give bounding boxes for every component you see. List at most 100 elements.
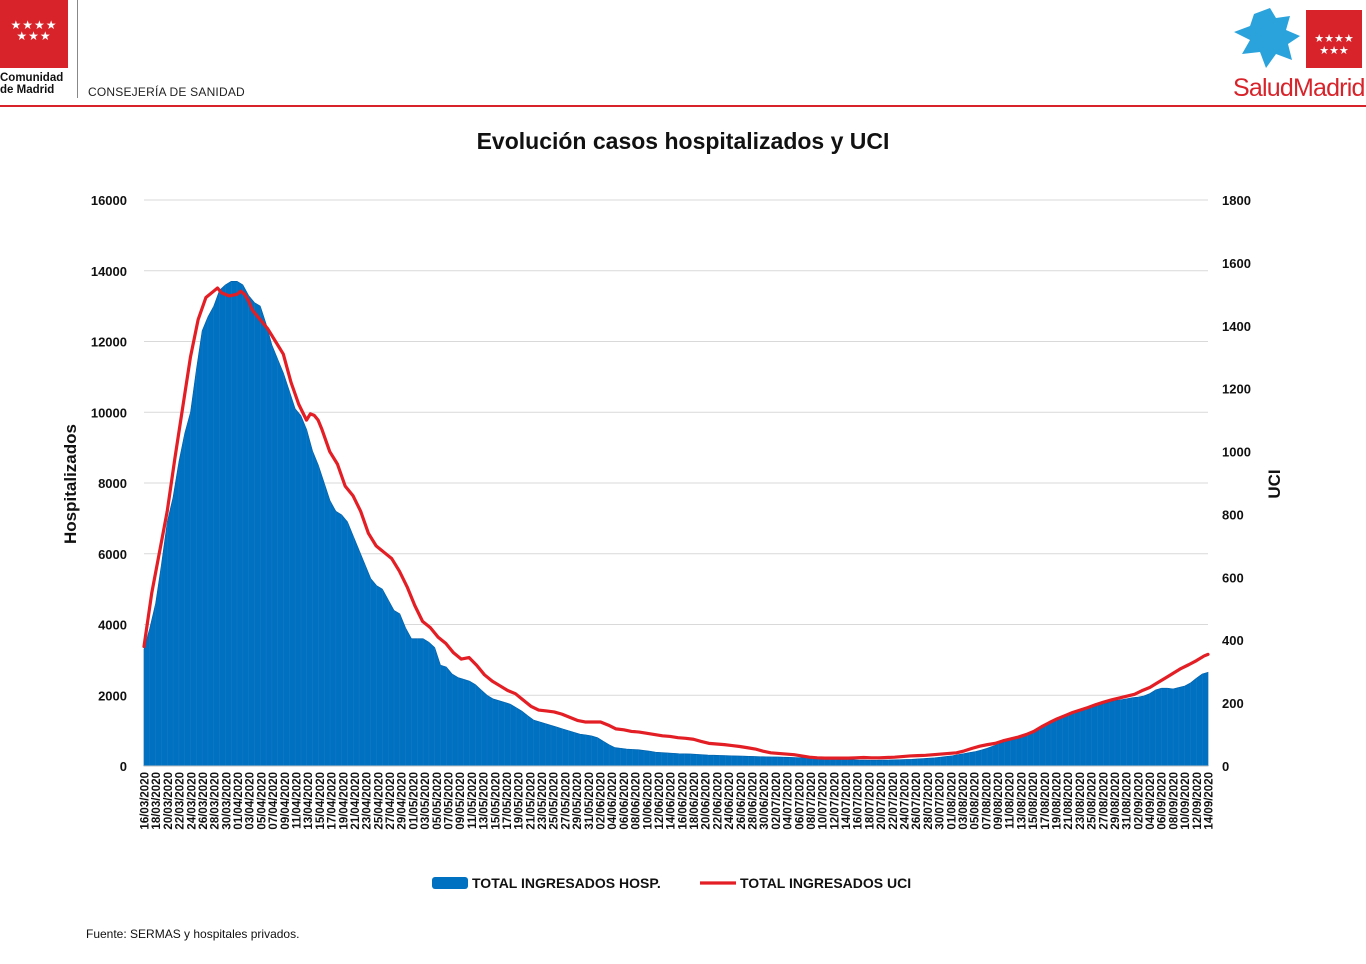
x-tick-label: 27/08/2020 (1098, 772, 1110, 830)
x-tick-label: 08/07/2020 (806, 772, 818, 830)
x-tick-label: 10/06/2020 (642, 772, 654, 830)
x-tick-label: 20/03/2020 (163, 772, 175, 830)
x-tick-label: 06/06/2020 (619, 772, 631, 830)
y2-tick-label: 400 (1222, 633, 1244, 648)
legend-label-hosp: TOTAL INGRESADOS HOSP. (472, 875, 661, 891)
y-tick-label: 16000 (91, 193, 127, 208)
y-tick-label: 4000 (98, 618, 127, 633)
department-name: CONSEJERÍA DE SANIDAD (88, 85, 245, 99)
x-tick-label: 11/04/2020 (292, 772, 304, 829)
x-tick-label: 15/05/2020 (490, 772, 502, 830)
chart-legend: TOTAL INGRESADOS HOSP. TOTAL INGRESADOS U… (432, 875, 911, 891)
x-tick-label: 29/05/2020 (572, 772, 584, 830)
org-name: Comunidad de Madrid (0, 72, 63, 96)
x-tick-label: 11/05/2020 (467, 772, 479, 829)
page-header: ★★★★ ★★★ Comunidad de Madrid CONSEJERÍA … (0, 0, 1366, 110)
x-tick-label: 21/05/2020 (525, 772, 537, 830)
x-tick-label: 14/09/2020 (1204, 772, 1216, 830)
header-divider (77, 0, 78, 98)
y-tick-label: 6000 (98, 547, 127, 562)
x-tick-label: 27/04/2020 (385, 772, 397, 830)
y-axis-left-label: Hospitalizados (61, 424, 80, 544)
org-name-line2: de Madrid (0, 84, 55, 96)
x-tick-label: 07/04/2020 (268, 772, 280, 830)
org-name-line1: Comunidad (0, 72, 64, 84)
x-tick-label: 24/06/2020 (724, 772, 736, 830)
x-tick-label: 01/04/2020 (233, 772, 245, 830)
x-tick-label: 03/05/2020 (420, 772, 432, 830)
x-tick-label: 27/05/2020 (560, 772, 572, 830)
x-tick-label: 23/08/2020 (1075, 772, 1087, 830)
x-tick-label: 28/07/2020 (923, 772, 935, 830)
x-tick-label: 02/09/2020 (1133, 772, 1145, 830)
svg-text:★★★: ★★★ (1319, 44, 1349, 57)
x-tick-label: 20/06/2020 (701, 772, 713, 830)
x-tick-label: 02/06/2020 (596, 772, 608, 830)
y2-tick-label: 1200 (1222, 382, 1251, 397)
brand-part2: Madrid (1292, 74, 1365, 102)
x-tick-label: 19/04/2020 (338, 772, 350, 830)
y-tick-label: 2000 (98, 688, 127, 703)
x-tick-label: 08/09/2020 (1168, 772, 1180, 830)
x-tick-label: 19/08/2020 (1052, 772, 1064, 830)
chart-title: Evolución casos hospitalizados y UCI (476, 128, 890, 154)
flag-stars: ★★★★ ★★★ (10, 18, 58, 43)
x-tick-label: 28/03/2020 (210, 772, 222, 830)
x-tick-label: 09/05/2020 (455, 772, 467, 830)
x-tick-label: 18/03/2020 (151, 772, 163, 830)
x-tick-label: 12/06/2020 (654, 772, 666, 830)
y2-tick-label: 200 (1222, 696, 1244, 711)
x-tick-label: 17/05/2020 (502, 772, 514, 830)
y2-tick-label: 1000 (1222, 445, 1251, 460)
x-tick-label: 17/08/2020 (1040, 772, 1052, 830)
x-tick-label: 30/06/2020 (759, 772, 771, 830)
x-tick-label: 25/08/2020 (1087, 772, 1099, 830)
x-tick-label: 04/07/2020 (783, 772, 795, 830)
y2-tick-label: 600 (1222, 570, 1244, 585)
x-tick-label: 19/05/2020 (514, 772, 526, 830)
brand-part1: Salud (1233, 74, 1294, 102)
x-tick-label: 21/08/2020 (1063, 772, 1075, 830)
hosp-area-layer (143, 281, 1209, 767)
x-tick-label: 06/09/2020 (1157, 772, 1169, 830)
y-tick-label: 14000 (91, 264, 127, 279)
x-tick-label: 02/07/2020 (771, 772, 783, 830)
x-tick-label: 17/04/2020 (327, 772, 339, 830)
x-tick-label: 18/06/2020 (689, 772, 701, 830)
x-tick-label: 25/05/2020 (549, 772, 561, 830)
x-tick-label: 30/03/2020 (221, 772, 233, 830)
x-tick-label: 21/04/2020 (350, 772, 362, 830)
y2-tick-label: 0 (1222, 759, 1229, 774)
x-tick-label: 03/08/2020 (958, 772, 970, 830)
y-axis-right-label: UCI (1265, 469, 1284, 498)
y-axis-left-ticks: 0 2000 4000 6000 8000 10000 12000 14000 16000 (91, 193, 127, 774)
legend-label-uci: TOTAL INGRESADOS UCI (740, 875, 911, 891)
x-tick-label: 05/05/2020 (432, 772, 444, 830)
x-tick-label: 31/08/2020 (1122, 772, 1134, 830)
uci-line (142, 286, 1210, 760)
x-tick-label: 09/04/2020 (280, 772, 292, 830)
hosp-area (143, 281, 1209, 767)
x-tick-label: 10/07/2020 (818, 772, 830, 830)
x-tick-label: 03/04/2020 (245, 772, 257, 830)
x-tick-label: 26/07/2020 (911, 772, 923, 830)
svg-text:★★★★: ★★★★ (1314, 32, 1354, 45)
x-tick-label: 30/07/2020 (935, 772, 947, 830)
x-tick-label: 07/05/2020 (444, 772, 456, 830)
x-tick-label: 13/08/2020 (1016, 772, 1028, 830)
x-tick-label: 15/04/2020 (315, 772, 327, 830)
x-tick-label: 25/04/2020 (373, 772, 385, 830)
x-tick-label: 26/06/2020 (736, 772, 748, 830)
x-tick-label: 23/05/2020 (537, 772, 549, 830)
y2-tick-label: 1400 (1222, 319, 1251, 334)
legend-swatch-hosp (432, 877, 468, 889)
x-tick-label: 28/06/2020 (748, 772, 760, 830)
x-tick-label: 29/04/2020 (397, 772, 409, 830)
uci-line-layer (142, 286, 1210, 760)
x-tick-label: 04/06/2020 (607, 772, 619, 830)
x-tick-label: 10/09/2020 (1180, 772, 1192, 830)
x-tick-label: 12/07/2020 (829, 772, 841, 830)
x-tick-label: 09/08/2020 (993, 772, 1005, 830)
x-tick-label: 24/07/2020 (900, 772, 912, 830)
x-tick-label: 13/04/2020 (303, 772, 315, 830)
